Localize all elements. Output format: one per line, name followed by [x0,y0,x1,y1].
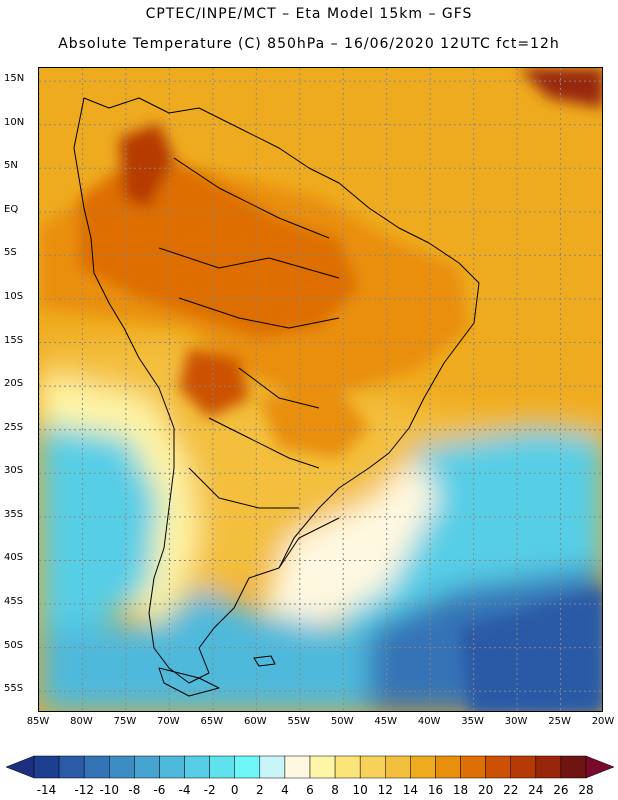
colorbar-tick-label: -2 [203,783,216,797]
colorbar-tick-label: -10 [99,783,120,797]
colorbar-tick-label: -14 [36,783,57,797]
region-south-atlantic-coldest [459,588,602,711]
lat-label: 10S [4,290,24,302]
colorbar-tick-label: 6 [306,783,314,797]
colorbar-swatch [435,755,461,779]
colorbar-tick-label: -4 [178,783,191,797]
colorbar-swatch [410,755,436,779]
colorbar-swatch [109,755,135,779]
colorbar-swatch [385,755,411,779]
region-chaco-hot [179,348,249,418]
colorbar-tick-label: 20 [477,783,494,797]
colorbar-tick-label: 4 [281,783,289,797]
region-transition-east [259,458,439,628]
colorbar-tick-label: 8 [331,783,339,797]
lat-label: 55S [4,683,24,695]
colorbar-swatch [309,755,336,779]
colorbar-swatch [334,755,361,779]
colorbar-swatch [560,755,587,779]
lat-label: 30S [4,465,24,477]
colorbar-tick-label: 10 [352,783,368,797]
colorbar-swatch [234,755,261,779]
colorbar-over-arrow [585,755,615,779]
lon-label: 35W [461,716,484,727]
colorbar-swatch [359,755,386,779]
lat-label: 10N [4,116,25,128]
colorbar-tick-label: 2 [255,783,264,797]
colorbar-tick-label: -6 [153,783,166,797]
lon-label: 45W [374,716,397,727]
region-patagonia-cold [39,588,459,711]
temperature-field [39,68,602,711]
colorbar-tick-label: -12 [74,783,94,797]
lon-label: 80W [70,716,93,727]
lat-label: 25S [4,421,24,433]
colorbar-tick-label: 12 [377,783,393,797]
region-caribbean-hot [519,68,602,108]
lon-label: 50W [330,716,354,727]
lat-label: 15S [4,334,24,346]
colorbar-tick-label: 18 [452,783,469,797]
colorbar-tick-label: 0 [230,783,239,797]
lon-label: 40W [417,716,441,727]
colorbar-swatch [83,755,110,779]
colorbar-swatch [485,755,511,779]
colorbar-swatch [209,755,235,779]
lat-label: 50S [4,639,24,651]
coastline-outlines [73,97,480,697]
lon-label: 20W [591,716,615,727]
colorbar-tick-label: -8 [128,783,141,797]
colorbar-tick-label: 26 [553,783,569,797]
lat-label: 15N [4,73,25,85]
lat-label: 5N [4,160,18,172]
colorbar-swatch [535,755,562,779]
colorbar-swatch [159,755,185,779]
lat-label: 40S [4,552,24,564]
colorbar [5,755,615,779]
colorbar-swatch [510,755,537,779]
lat-label: 35S [4,508,24,520]
title-model: CPTEC/INPE/MCT – Eta Model 15km – GFS [145,6,473,22]
colorbar-tick-label: 14 [402,783,418,797]
region-colombia-andes-hot [119,123,174,208]
colorbar-swatch [33,755,60,779]
colorbar-tick-label: 24 [528,783,544,797]
colorbar-tick-label: 28 [578,783,594,797]
colorbar-tick-label: 22 [503,783,519,797]
graticule [39,68,602,711]
lon-label: 85W [26,716,50,727]
tierra-del-fuego [158,667,220,697]
lon-label: 70W [157,716,180,727]
lat-label: 20S [4,378,24,390]
colorbar-swatch [184,755,210,779]
region-central-brazil-warm [259,388,369,458]
lat-label: EQ [4,203,19,215]
colorbar-swatch [134,755,160,779]
lat-label: 5S [4,247,17,259]
country-borders [158,157,340,569]
falkland-islands [253,655,276,667]
title-field: Absolute Temperature (C) 850hPa – 16/06/… [58,36,560,52]
colorbar-under-arrow [5,755,35,779]
lon-label: 75W [113,716,137,727]
colorbar-swatch [284,755,311,779]
south-america-coastline [73,97,480,684]
lon-label: 60W [243,716,267,727]
colorbar-swatch [58,755,85,779]
lon-label: 55W [287,716,311,727]
lon-label: 65W [200,716,224,727]
colorbar-swatch [259,755,286,779]
lon-label: 25W [548,716,571,727]
lon-label: 30W [504,716,528,727]
colorbar-tick-label: 16 [427,783,444,797]
colorbar-swatch [460,755,486,779]
lat-label: 45S [4,596,24,608]
region-south-pacific-cool [39,423,159,628]
temperature-map[interactable] [38,67,603,712]
